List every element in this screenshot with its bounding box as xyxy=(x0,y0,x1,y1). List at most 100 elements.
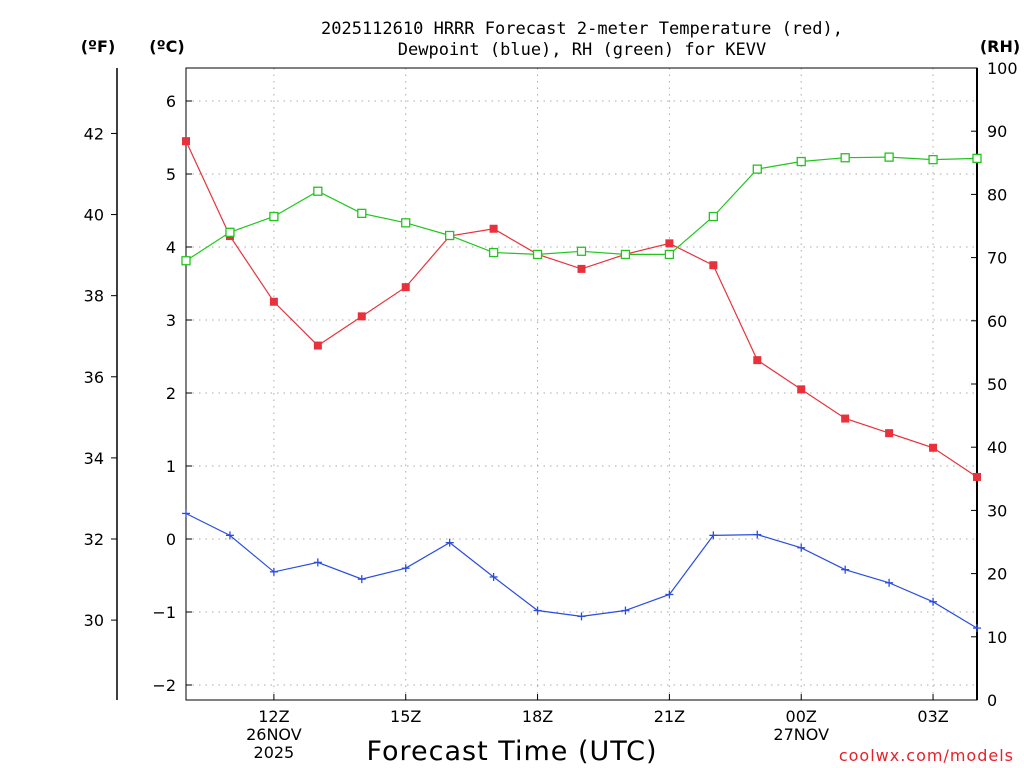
temperature-point xyxy=(577,264,586,273)
x-tick-label: 12Z xyxy=(258,707,289,726)
fahrenheit-tick-label: 38 xyxy=(84,287,104,306)
rh-tick-label: 0 xyxy=(987,691,997,710)
dewpoint-point xyxy=(445,538,454,547)
dewpoint-point xyxy=(489,572,498,581)
rh-point xyxy=(664,249,675,260)
fahrenheit-unit-label: (ºF) xyxy=(81,37,116,56)
rh-point xyxy=(884,152,894,162)
dewpoint-point xyxy=(797,543,806,552)
rh-tick-label: 30 xyxy=(987,501,1007,520)
temperature-point xyxy=(357,312,366,321)
x-tick-label: 21Z xyxy=(654,707,685,726)
celsius-tick-label: 4 xyxy=(166,238,176,257)
rh-tick-label: 50 xyxy=(987,375,1007,394)
x-tick-label: 03Z xyxy=(917,707,948,726)
rh-tick-label: 60 xyxy=(987,312,1007,331)
rh-point xyxy=(401,218,411,228)
rh-point xyxy=(225,227,235,237)
fahrenheit-tick-label: 32 xyxy=(84,530,104,549)
dewpoint-point xyxy=(665,590,674,599)
dewpoint-point xyxy=(973,624,981,633)
dewpoint-point xyxy=(313,558,322,567)
celsius-tick-label: −1 xyxy=(152,603,176,622)
temperature-point xyxy=(269,297,278,306)
rh-point xyxy=(357,208,367,219)
temperature-point xyxy=(841,414,850,423)
dewpoint-point xyxy=(929,597,938,606)
dewpoint-point xyxy=(533,606,542,615)
rh-tick-label: 80 xyxy=(987,185,1007,204)
temperature-point xyxy=(182,137,190,146)
chart-title-line-1: 2025112610 HRRR Forecast 2-meter Tempera… xyxy=(321,19,843,39)
fahrenheit-tick-label: 30 xyxy=(84,611,104,630)
rh-tick-label: 100 xyxy=(987,59,1018,78)
chart-title-line-2: Dewpoint (blue), RH (green) for KEVV xyxy=(398,40,766,60)
dewpoint-point xyxy=(621,606,630,615)
dewpoint-point xyxy=(401,564,410,573)
celsius-tick-label: 2 xyxy=(166,384,176,403)
rh-point xyxy=(708,211,718,222)
temperature-point xyxy=(929,443,938,452)
dewpoint-point xyxy=(182,509,190,518)
dewpoint-point xyxy=(841,565,850,574)
x-tick-label: 15Z xyxy=(390,707,421,726)
temperature-point xyxy=(797,385,806,394)
dewpoint-point xyxy=(269,567,278,576)
celsius-unit-label: (ºC) xyxy=(149,37,184,56)
temperature-line xyxy=(185,140,978,478)
x-tick-label: 2025 xyxy=(254,743,295,762)
rh-point xyxy=(796,156,806,167)
dewpoint-point xyxy=(885,578,894,587)
data-series xyxy=(181,137,982,633)
fahrenheit-tick-label: 40 xyxy=(84,206,104,225)
rh-point xyxy=(445,230,455,241)
axes: −2−1012345630323436384042010203040506070… xyxy=(84,59,1018,710)
temperature-point xyxy=(973,472,981,481)
rh-tick-label: 20 xyxy=(987,565,1007,584)
rh-point xyxy=(620,249,631,260)
dewpoint-line xyxy=(185,512,978,629)
rh-point xyxy=(181,256,191,266)
dewpoint-point xyxy=(577,612,586,621)
celsius-tick-label: 0 xyxy=(166,530,176,549)
x-axis-label: Forecast Time (UTC) xyxy=(366,736,657,767)
rh-point xyxy=(269,211,279,222)
x-tick-label: 00Z xyxy=(786,707,817,726)
celsius-tick-label: 5 xyxy=(166,165,176,184)
rh-point xyxy=(488,247,499,258)
rh-point xyxy=(972,153,982,164)
rh-point xyxy=(928,154,938,165)
celsius-tick-label: 1 xyxy=(166,457,176,476)
rh-point xyxy=(840,153,850,163)
temperature-point xyxy=(753,356,762,365)
rh-tick-label: 90 xyxy=(987,122,1007,141)
rh-line xyxy=(185,156,978,262)
fahrenheit-tick-label: 36 xyxy=(84,368,104,387)
rh-tick-label: 70 xyxy=(987,249,1007,268)
fahrenheit-tick-label: 34 xyxy=(84,449,104,468)
temperature-point xyxy=(885,429,894,438)
plot-frame xyxy=(185,67,978,701)
temperature-point xyxy=(709,261,718,270)
rh-point xyxy=(313,186,323,196)
gridlines xyxy=(186,68,977,700)
x-tick-label: 27NOV xyxy=(773,725,829,744)
credit-text: coolwx.com/models xyxy=(839,746,1014,765)
temperature-point xyxy=(401,283,410,292)
dewpoint-point xyxy=(709,531,718,540)
temperature-point xyxy=(313,341,322,350)
temperature-point xyxy=(665,239,674,248)
rh-point xyxy=(576,246,587,256)
fahrenheit-tick-label: 42 xyxy=(84,124,104,143)
celsius-tick-label: 3 xyxy=(166,311,176,330)
temperature-point xyxy=(489,224,498,233)
x-tick-label: 26NOV xyxy=(246,725,302,744)
dewpoint-point xyxy=(753,530,762,539)
dewpoint-point xyxy=(225,531,234,540)
celsius-tick-label: −2 xyxy=(152,676,176,695)
rh-tick-label: 10 xyxy=(987,628,1007,647)
rh-unit-label: (RH) xyxy=(980,37,1020,56)
dewpoint-point xyxy=(357,575,366,584)
